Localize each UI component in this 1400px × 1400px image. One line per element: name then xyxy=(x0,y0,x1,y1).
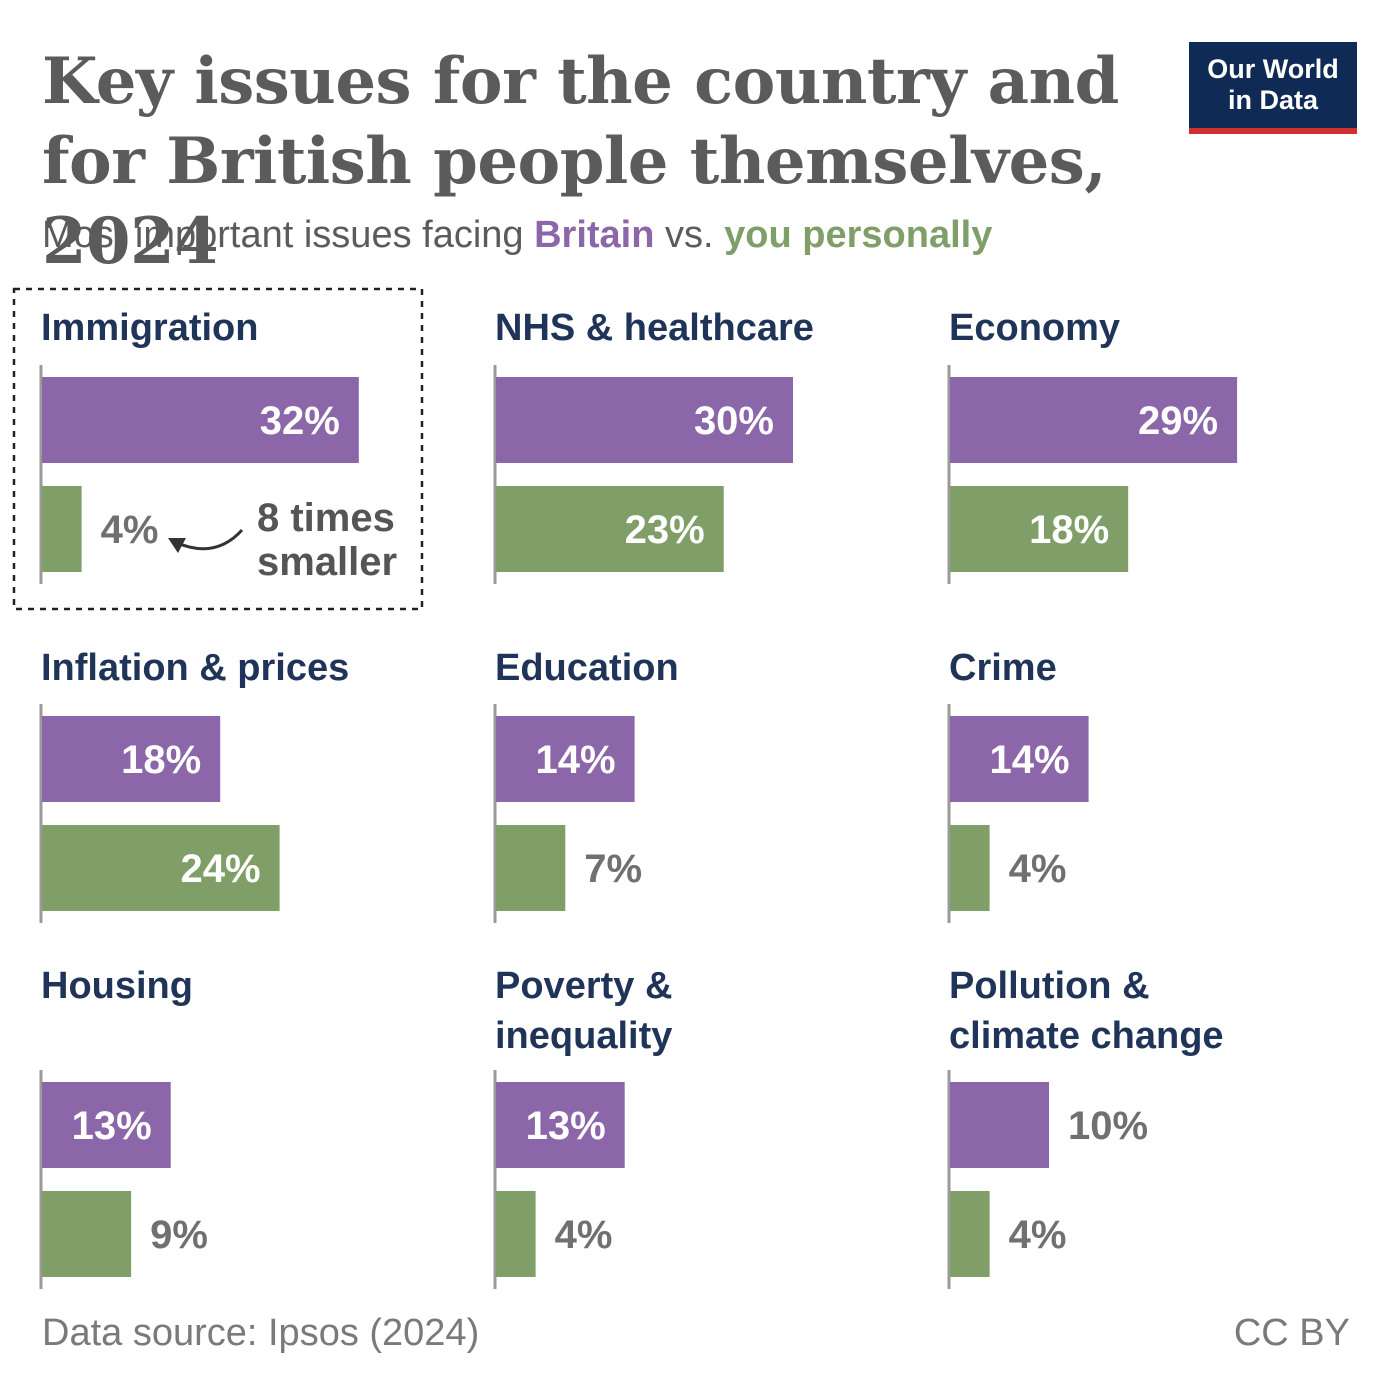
bar-britain-housing xyxy=(42,1082,171,1168)
value-label-britain-inflation-and-prices: 18% xyxy=(121,738,201,782)
bar-britain-pollution-and-climate-change xyxy=(950,1082,1049,1168)
value-label-you-personally-housing: 9% xyxy=(150,1213,208,1257)
value-label-britain-crime: 14% xyxy=(990,738,1070,782)
value-label-you-personally-economy: 18% xyxy=(1029,508,1109,552)
category-title-pollution-and-climate-change: climate change xyxy=(949,1015,1224,1057)
bar-you-personally-pollution-and-climate-change xyxy=(950,1191,990,1277)
category-title-economy: Economy xyxy=(949,307,1120,349)
annotation-text-line: 8 times xyxy=(257,496,395,540)
chart-subtitle: Most important issues facing Britain vs.… xyxy=(42,214,992,257)
bar-britain-crime xyxy=(950,716,1089,802)
annotation-highlight-box xyxy=(12,287,424,611)
value-label-you-personally-immigration: 4% xyxy=(101,508,159,552)
category-title-poverty-and-inequality: inequality xyxy=(495,1015,672,1057)
chart-title: Key issues for the country and for Briti… xyxy=(42,44,1119,279)
bar-you-personally-immigration xyxy=(42,486,82,572)
bar-you-personally-crime xyxy=(950,825,990,911)
owid-logo[interactable]: Our World in Data xyxy=(1189,42,1357,134)
license[interactable]: CC BY xyxy=(1233,1312,1350,1354)
bar-you-personally-economy xyxy=(950,486,1129,572)
bar-britain-education xyxy=(496,716,635,802)
bar-you-personally-education xyxy=(496,825,566,911)
bar-britain-inflation-and-prices xyxy=(42,716,221,802)
category-title-crime: Crime xyxy=(949,647,1057,689)
value-label-you-personally-nhs-and-healthcare: 23% xyxy=(625,508,705,552)
value-label-britain-economy: 29% xyxy=(1138,399,1218,443)
category-title-poverty-and-inequality: Poverty & xyxy=(495,965,672,1007)
subtitle-series-personal: you personally xyxy=(724,214,993,256)
data-source: Data source: Ipsos (2024) xyxy=(42,1312,480,1354)
value-label-britain-immigration: 32% xyxy=(260,399,340,443)
bar-britain-immigration xyxy=(42,377,359,463)
bar-you-personally-poverty-and-inequality xyxy=(496,1191,536,1277)
subtitle-prefix: Most important issues facing xyxy=(42,214,535,256)
value-label-britain-housing: 13% xyxy=(72,1104,152,1148)
category-title-nhs-and-healthcare: NHS & healthcare xyxy=(495,307,814,349)
category-title-housing: Housing xyxy=(41,965,193,1007)
bar-you-personally-nhs-and-healthcare xyxy=(496,486,724,572)
bar-britain-poverty-and-inequality xyxy=(496,1082,625,1168)
category-title-immigration: Immigration xyxy=(41,307,258,349)
bar-britain-nhs-and-healthcare xyxy=(496,377,793,463)
category-title-inflation-and-prices: Inflation & prices xyxy=(41,647,349,689)
value-label-you-personally-pollution-and-climate-change: 4% xyxy=(1009,1213,1067,1257)
category-title-pollution-and-climate-change: Pollution & xyxy=(949,965,1150,1007)
bar-britain-economy xyxy=(950,377,1238,463)
bar-you-personally-housing xyxy=(42,1191,132,1277)
value-label-britain-poverty-and-inequality: 13% xyxy=(526,1104,606,1148)
logo-line-2: in Data xyxy=(1227,85,1319,115)
value-label-you-personally-crime: 4% xyxy=(1009,847,1067,891)
value-label-britain-pollution-and-climate-change: 10% xyxy=(1068,1104,1148,1148)
value-label-you-personally-poverty-and-inequality: 4% xyxy=(555,1213,613,1257)
value-label-you-personally-inflation-and-prices: 24% xyxy=(181,847,261,891)
category-title-education: Education xyxy=(495,647,679,689)
subtitle-mid: vs. xyxy=(654,214,725,256)
subtitle-series-britain: Britain xyxy=(534,214,655,256)
annotation-arrow-head xyxy=(168,538,186,553)
logo-line-1: Our World xyxy=(1207,54,1339,84)
bar-you-personally-inflation-and-prices xyxy=(42,825,280,911)
annotation-text-line: smaller xyxy=(257,540,397,584)
value-label-britain-education: 14% xyxy=(536,738,616,782)
value-label-you-personally-education: 7% xyxy=(584,847,642,891)
value-label-britain-nhs-and-healthcare: 30% xyxy=(694,399,774,443)
